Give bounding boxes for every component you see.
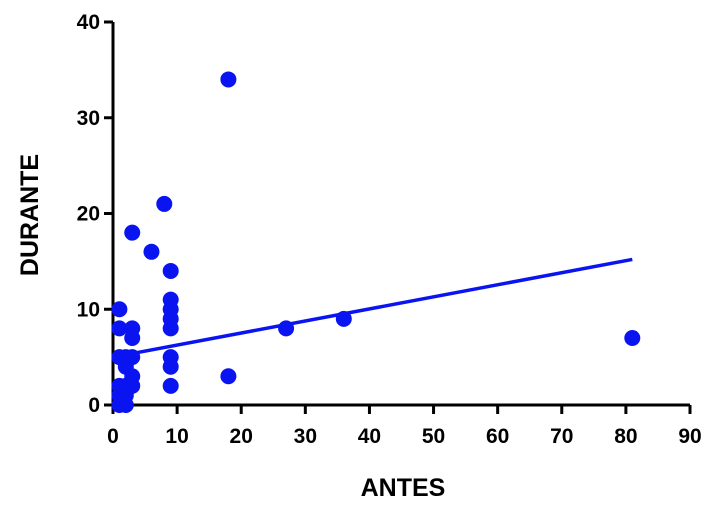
x-tick-label: 10 bbox=[165, 425, 188, 448]
data-point bbox=[624, 329, 641, 346]
data-point bbox=[162, 262, 179, 279]
y-tick-label: 20 bbox=[77, 203, 100, 226]
y-axis-title: DURANTE bbox=[16, 154, 44, 276]
y-tick-label: 40 bbox=[77, 11, 100, 34]
data-point bbox=[111, 320, 128, 337]
x-tick-label: 30 bbox=[294, 425, 317, 448]
data-point bbox=[124, 329, 141, 346]
x-tick-label: 60 bbox=[486, 425, 509, 448]
data-point bbox=[278, 320, 295, 337]
data-point bbox=[335, 310, 352, 327]
data-point bbox=[162, 377, 179, 394]
data-point bbox=[111, 301, 128, 318]
data-point bbox=[162, 358, 179, 375]
data-points bbox=[111, 71, 641, 413]
data-point bbox=[117, 397, 134, 413]
x-axis-title: ANTES bbox=[361, 474, 446, 502]
x-tick-label: 70 bbox=[550, 425, 573, 448]
y-tick-label: 30 bbox=[77, 107, 100, 130]
data-point bbox=[220, 368, 237, 385]
y-tick-label: 10 bbox=[77, 298, 100, 321]
trend-line bbox=[112, 257, 633, 359]
data-point bbox=[220, 71, 237, 88]
x-tick-label: 50 bbox=[422, 425, 445, 448]
y-tick-label: 0 bbox=[88, 394, 100, 417]
data-point bbox=[162, 320, 179, 337]
axis-labels: ANTES DURANTE bbox=[16, 154, 445, 502]
data-point bbox=[124, 224, 141, 241]
x-tick-label: 40 bbox=[358, 425, 381, 448]
data-point bbox=[143, 243, 160, 260]
x-tick-label: 0 bbox=[107, 425, 119, 448]
x-tick-label: 80 bbox=[614, 425, 637, 448]
axes: 0 10 20 30 40 50 60 70 80 90 0 10 20 30 40 bbox=[77, 11, 702, 448]
x-tick-label: 90 bbox=[678, 425, 701, 448]
data-point bbox=[156, 195, 173, 212]
trend-line-layer bbox=[112, 257, 633, 359]
x-tick-label: 20 bbox=[230, 425, 253, 448]
